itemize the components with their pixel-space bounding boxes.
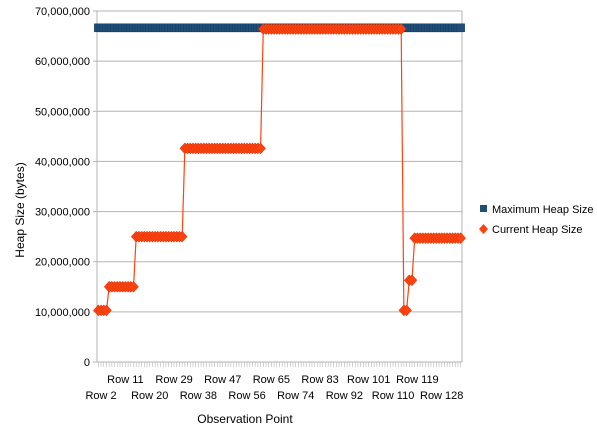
current-heap-point [176, 230, 188, 243]
gridlines [97, 10, 462, 363]
legend-item-max-heap: Maximum Heap Size [480, 204, 593, 216]
current-heap-point [255, 142, 266, 155]
x-tick-label: Row 47 [204, 374, 241, 386]
axes: 0 10,000,000 20,000,000 30,000,000 40,000,00… [35, 6, 463, 402]
current-heap-line [98, 28, 461, 311]
y-tick-label: 40,000,000 [35, 156, 90, 168]
y-tick-label: 50,000,000 [35, 106, 90, 118]
current-heap-point [395, 23, 407, 35]
x-tick-label: Row 128 [420, 390, 463, 402]
y-tick-label: 10,000,000 [35, 307, 90, 319]
y-tick-label: 0 [84, 357, 90, 369]
y-tick-label: 60,000,000 [35, 56, 90, 68]
x-axis-title: Observation Point [197, 412, 293, 426]
legend-label: Current Heap Size [492, 224, 583, 236]
current-heap-point [406, 274, 418, 287]
x-tick-label: Row 65 [253, 374, 290, 386]
legend-item-current-heap: Current Heap Size [479, 224, 583, 236]
x-tick-label: Row 110 [372, 390, 415, 402]
x-tick-label: Row 101 [347, 374, 390, 386]
current-heap-point [128, 280, 139, 293]
legend-diamond-marker [479, 224, 488, 234]
x-tick-label: Row 92 [326, 390, 363, 402]
x-tick-label: Row 11 [107, 374, 143, 386]
x-tick-label: Row 74 [277, 390, 314, 402]
legend-label: Maximum Heap Size [492, 204, 593, 216]
legend: Maximum Heap Size Current Heap Size [479, 204, 593, 236]
y-tick-label: 20,000,000 [35, 257, 90, 269]
current-heap-point [401, 304, 412, 317]
x-tick-label: Row 56 [228, 390, 265, 402]
y-axis-title: Heap Size (bytes) [13, 162, 27, 257]
x-tick-label: Row 38 [180, 390, 217, 402]
series-layer [93, 23, 466, 317]
x-tick-label: Row 83 [301, 374, 338, 386]
current-heap-point [101, 304, 112, 317]
x-tick-label: Row 29 [155, 374, 192, 386]
y-tick-label: 30,000,000 [35, 207, 90, 219]
legend-square-marker [480, 205, 487, 212]
max-heap-point [456, 23, 465, 33]
x-tick-label: Row 2 [85, 390, 116, 402]
x-tick-label: Row 119 [396, 374, 439, 386]
current-heap-series [93, 23, 466, 317]
x-tick-label: Row 20 [131, 390, 168, 402]
y-tick-label: 70,000,000 [35, 6, 90, 18]
current-heap-point [455, 232, 466, 245]
